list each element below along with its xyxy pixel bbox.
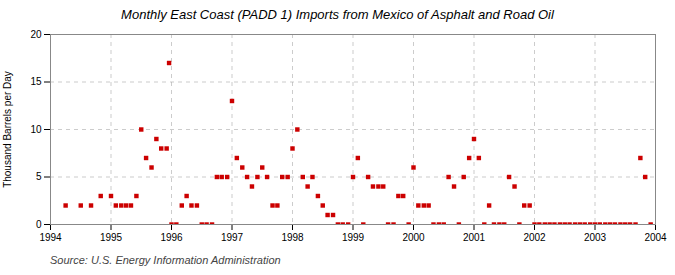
svg-text:20: 20: [30, 29, 42, 40]
svg-text:1996: 1996: [160, 232, 183, 243]
svg-text:0: 0: [36, 219, 42, 230]
svg-text:10: 10: [30, 124, 42, 135]
html-text:Source: U.S. Energy Informatio: Source: U.S. Energy Information Administ…: [50, 254, 281, 266]
svg-text:1999: 1999: [342, 232, 365, 243]
svg-text:1995: 1995: [100, 232, 123, 243]
svg-text:2001: 2001: [463, 232, 486, 243]
svg-text:5: 5: [36, 171, 42, 182]
svg-text:2002: 2002: [523, 232, 546, 243]
svg-text:2004: 2004: [644, 232, 667, 243]
svg-text:15: 15: [30, 76, 42, 87]
svg-text:1994: 1994: [39, 232, 62, 243]
svg-text:2000: 2000: [402, 232, 425, 243]
html-text:Monthly East Coast (PADD 1) Im: Monthly East Coast (PADD 1) Imports from…: [121, 7, 554, 22]
svg-text:Thousand Barrels per Day: Thousand Barrels per Day: [2, 71, 13, 188]
svg-text:1998: 1998: [281, 232, 304, 243]
svg-text:1997: 1997: [221, 232, 244, 243]
svg-text:2003: 2003: [584, 232, 607, 243]
